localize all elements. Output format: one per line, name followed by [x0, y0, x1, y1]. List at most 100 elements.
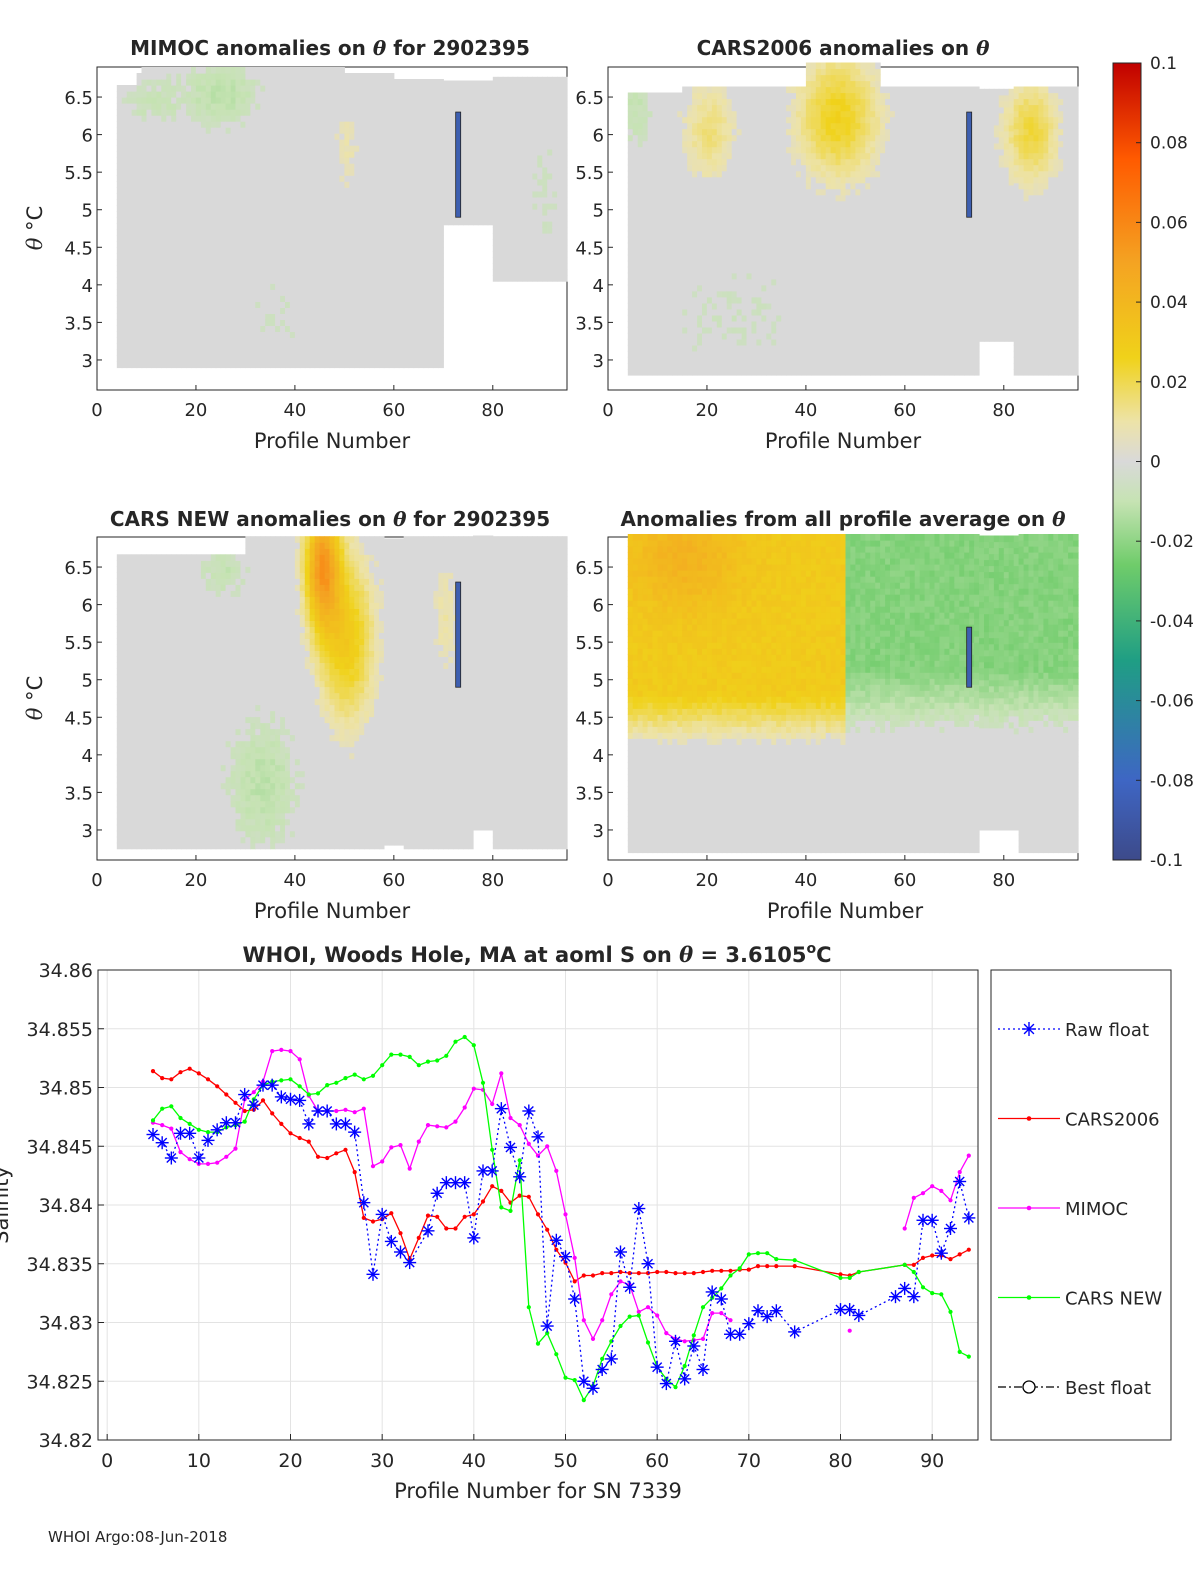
heatmap-cell	[161, 325, 167, 332]
heatmap-cell	[210, 67, 217, 74]
heatmap-cell	[716, 152, 723, 160]
heatmap-cell	[711, 176, 718, 184]
heatmap-cell	[418, 229, 425, 236]
heatmap-cell	[637, 369, 644, 376]
heatmap-cell	[245, 109, 251, 116]
heatmap-cell	[121, 187, 128, 194]
heatmap-cell	[637, 194, 644, 202]
heatmap-cell	[657, 308, 663, 316]
heatmap-cell	[702, 176, 708, 184]
heatmap-cell	[657, 122, 663, 130]
heatmap-cell	[403, 193, 410, 200]
heatmap-cell	[438, 79, 444, 86]
heatmap-cell	[721, 236, 728, 244]
heatmap-cell	[309, 349, 316, 356]
heatmap-cell	[210, 91, 217, 98]
heatmap-cell	[299, 109, 306, 116]
heatmap-cell	[408, 265, 415, 272]
heatmap-cell	[245, 229, 251, 236]
heatmap-cell	[642, 369, 649, 376]
heatmap-cell	[662, 182, 668, 190]
heatmap-cell	[497, 172, 504, 180]
heatmap-cell	[349, 235, 355, 242]
heatmap-cell	[200, 97, 207, 104]
heatmap-cell	[126, 163, 133, 170]
heatmap-cell	[275, 253, 281, 260]
heatmap-cell	[632, 188, 639, 196]
heatmap-cell	[557, 148, 563, 156]
heatmap-cell	[537, 130, 543, 138]
heatmap-cell	[562, 227, 568, 234]
heatmap-cell	[329, 253, 335, 260]
heatmap-cell	[289, 265, 296, 272]
heatmap-cell	[433, 169, 439, 176]
heatmap-cell	[324, 349, 331, 356]
heatmap-cell	[677, 224, 683, 232]
heatmap-cell	[393, 145, 400, 152]
heatmap-cell	[339, 253, 345, 260]
heatmap-cell	[309, 229, 316, 236]
heatmap-cell	[131, 121, 138, 128]
heatmap-cell	[121, 139, 128, 146]
heatmap-cell	[205, 331, 212, 338]
heatmap-cell	[329, 349, 335, 356]
heatmap-cell	[200, 343, 207, 350]
heatmap-cell	[369, 325, 375, 332]
heatmap-cell	[652, 224, 658, 232]
heatmap-cell	[642, 314, 649, 322]
heatmap-cell	[344, 127, 350, 134]
heatmap-cell	[156, 199, 162, 206]
heatmap-cell	[423, 115, 429, 122]
heatmap-cell	[418, 223, 425, 230]
heatmap-cell	[270, 187, 276, 194]
heatmap-cell	[205, 337, 212, 344]
heatmap-cell	[131, 115, 138, 122]
heatmap-cell	[637, 363, 644, 370]
heatmap-cell	[121, 265, 128, 272]
heatmap-cell	[433, 127, 439, 134]
heatmap-cell	[637, 206, 644, 214]
heatmap-cell	[339, 73, 345, 80]
heatmap-cell	[309, 211, 316, 218]
heatmap-cell	[205, 355, 212, 362]
heatmap-cell	[702, 302, 708, 310]
heatmap-cell	[245, 67, 251, 74]
heatmap-cell	[672, 128, 678, 136]
heatmap-cell	[482, 134, 489, 142]
heatmap-cell	[438, 169, 444, 176]
heatmap-cell	[265, 115, 271, 122]
heatmap-cell	[131, 241, 138, 248]
heatmap-cell	[225, 325, 232, 332]
heatmap-cell	[721, 170, 728, 178]
heatmap-cell	[627, 218, 634, 226]
heatmap-cell	[285, 343, 291, 350]
heatmap-cell	[319, 211, 326, 218]
heatmap-cell	[166, 67, 172, 74]
heatmap-cell	[131, 103, 138, 110]
heatmap-cell	[547, 251, 553, 258]
heatmap-cell	[627, 176, 634, 184]
heatmap-cell	[562, 94, 568, 102]
heatmap-cell	[265, 313, 271, 320]
heatmap-cell	[245, 175, 251, 182]
heatmap-cell	[463, 194, 469, 202]
heatmap-cell	[652, 152, 658, 160]
heatmap-cell	[697, 218, 703, 226]
heatmap-cell	[289, 145, 296, 152]
heatmap-cell	[171, 187, 177, 194]
heatmap-cell	[374, 115, 380, 122]
heatmap-cell	[702, 308, 708, 316]
heatmap-cell	[260, 319, 266, 326]
heatmap-cell	[468, 176, 474, 184]
heatmap-cell	[364, 181, 370, 188]
heatmap-cell	[334, 133, 340, 140]
heatmap-cell	[418, 289, 425, 296]
heatmap-cell	[364, 271, 370, 278]
heatmap-cell	[369, 241, 375, 248]
heatmap-cell	[270, 343, 276, 350]
heatmap-cell	[359, 145, 365, 152]
heatmap-cell	[438, 319, 444, 326]
heatmap-cell	[527, 245, 533, 252]
heatmap-cell	[657, 230, 663, 238]
